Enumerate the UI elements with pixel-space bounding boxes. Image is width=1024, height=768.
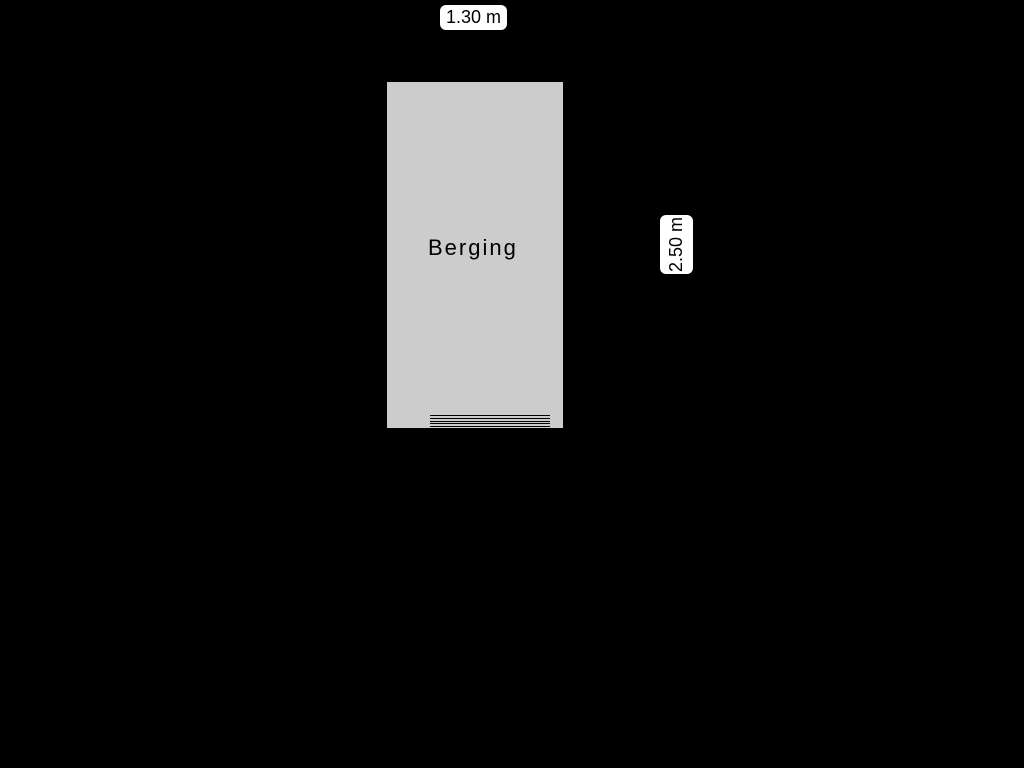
- room-label: Berging: [428, 235, 518, 261]
- floorplan-canvas: Berging 1.30 m 2.50 m: [0, 0, 1024, 768]
- dimension-width-label: 1.30 m: [440, 5, 507, 30]
- door-icon: [430, 415, 550, 429]
- dimension-height-label: 2.50 m: [660, 215, 693, 274]
